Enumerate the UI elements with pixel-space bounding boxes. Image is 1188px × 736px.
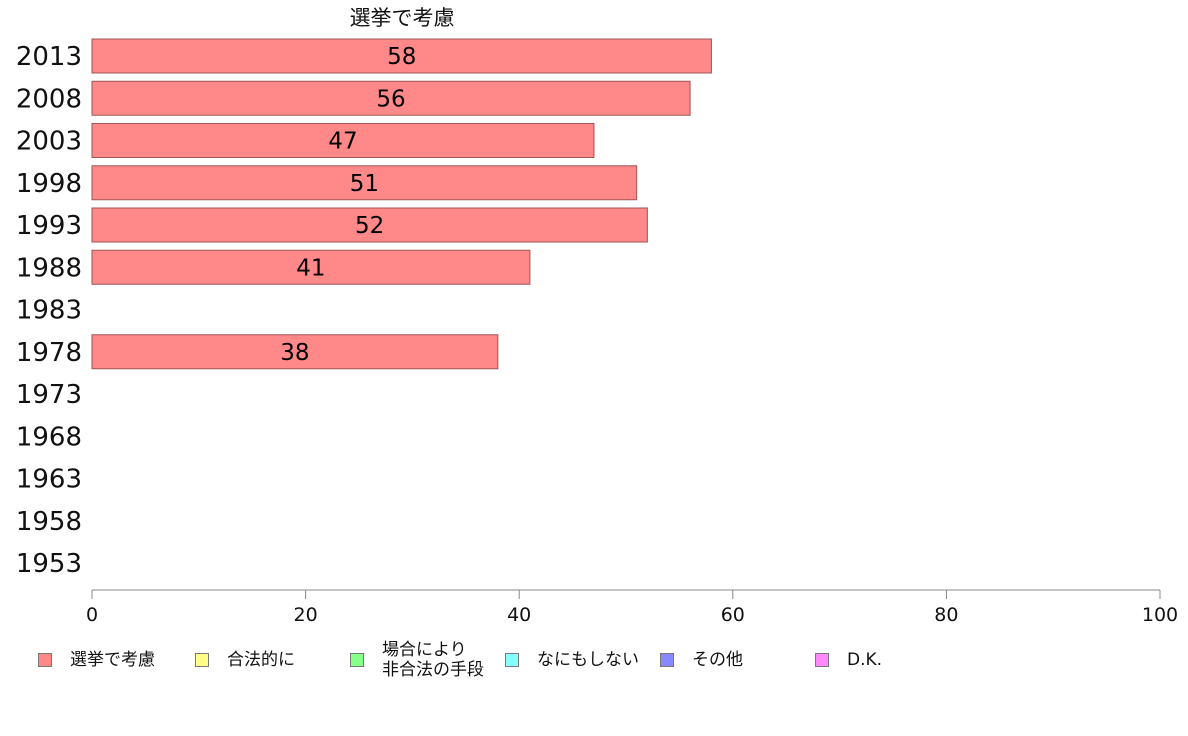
bar [91, 123, 595, 158]
y-tick-label: 1973 [16, 380, 82, 410]
y-tick-label: 2008 [16, 84, 82, 114]
y-tick-label: 1998 [16, 169, 82, 199]
bar [91, 249, 531, 285]
bar [91, 334, 499, 370]
bar [91, 165, 638, 201]
x-tick-label: 40 [507, 604, 531, 626]
legend-item-election: 選挙で考慮 [38, 640, 155, 680]
x-tick-label: 100 [1142, 604, 1178, 626]
bar [91, 38, 712, 74]
legend-item-nothing: なにもしない [505, 640, 639, 680]
legend: 選挙で考慮 合法的に 場合により 非合法の手段 なにもしない その他 D.K. [38, 640, 1138, 700]
legend-swatch [815, 653, 829, 667]
bar-value-label: 58 [387, 44, 416, 70]
legend-label: なにもしない [537, 650, 639, 670]
bar-value-label: 51 [350, 171, 379, 197]
bar-labels-group: 58 56 47 51 52 41 38 [280, 44, 416, 366]
bar-value-label: 56 [376, 86, 405, 112]
bar [91, 80, 691, 116]
legend-swatch [350, 653, 364, 667]
y-tick-label: 1963 [16, 465, 82, 495]
legend-item-other: その他 [660, 640, 743, 680]
chart-title: 選挙で考慮 [350, 6, 455, 30]
bar-value-label: 38 [280, 340, 309, 366]
y-tick-label: 1953 [16, 549, 82, 579]
legend-swatch [660, 653, 674, 667]
legend-label: D.K. [847, 650, 883, 670]
y-tick-label: 1988 [16, 253, 82, 283]
legend-item-legal: 合法的に [195, 640, 295, 680]
y-tick-label: 1968 [16, 422, 82, 452]
legend-label: 選挙で考慮 [70, 650, 155, 670]
x-tick-label: 20 [294, 604, 318, 626]
legend-swatch [195, 653, 209, 667]
x-tick-label: 80 [934, 604, 958, 626]
bar-value-label: 52 [355, 213, 384, 239]
legend-label: その他 [692, 650, 743, 670]
legend-label: 場合により 非合法の手段 [382, 640, 484, 680]
bar-value-label: 41 [296, 255, 325, 281]
y-tick-label: 1993 [16, 211, 82, 241]
x-axis-ticks: 0 20 40 60 80 100 [86, 590, 1178, 626]
y-tick-label: 1978 [16, 338, 82, 368]
bars-group [91, 38, 712, 370]
y-axis-labels: 2013 2008 2003 1998 1993 1988 1983 1978 1973 1968… [16, 42, 82, 579]
y-tick-label: 1983 [16, 296, 82, 326]
legend-item-illegal: 場合により 非合法の手段 [350, 640, 484, 680]
legend-item-dk: D.K. [815, 640, 882, 680]
y-tick-label: 2003 [16, 127, 82, 157]
bar-value-label: 47 [328, 129, 357, 155]
legend-swatch [505, 653, 519, 667]
bar [91, 207, 648, 243]
legend-swatch [38, 653, 52, 667]
legend-label: 合法的に [227, 650, 295, 670]
y-tick-label: 1958 [16, 507, 82, 537]
y-tick-label: 2013 [16, 42, 82, 72]
x-tick-label: 60 [721, 604, 745, 626]
chart-canvas: 選挙で考慮 58 56 47 51 52 41 38 2013 2008 2003 1998 199… [16, 6, 1178, 626]
x-tick-label: 0 [86, 604, 98, 626]
